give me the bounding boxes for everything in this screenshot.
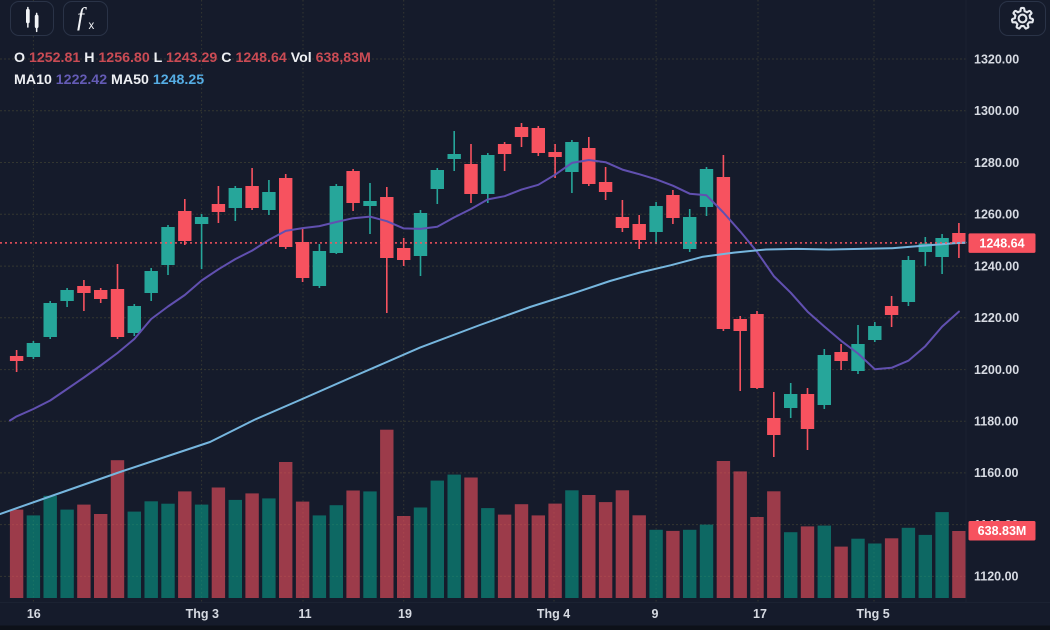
svg-text:1220.00: 1220.00 (974, 311, 1019, 325)
svg-text:11: 11 (298, 607, 311, 621)
svg-text:Thg 5: Thg 5 (856, 607, 889, 621)
svg-text:1248.64: 1248.64 (979, 236, 1024, 250)
svg-text:1320.00: 1320.00 (974, 52, 1019, 66)
svg-text:1120.00: 1120.00 (974, 570, 1019, 584)
svg-text:x: x (89, 20, 95, 32)
svg-text:638.83M: 638.83M (978, 524, 1027, 538)
svg-text:17: 17 (753, 607, 767, 621)
svg-text:9: 9 (652, 607, 659, 621)
svg-text:1260.00: 1260.00 (974, 208, 1019, 222)
svg-text:Thg 3: Thg 3 (186, 607, 219, 621)
svg-text:1280.00: 1280.00 (974, 156, 1019, 170)
svg-text:16: 16 (27, 607, 41, 621)
svg-text:Thg 4: Thg 4 (537, 607, 570, 621)
svg-text:1240.00: 1240.00 (974, 259, 1019, 273)
svg-text:1180.00: 1180.00 (974, 415, 1019, 429)
svg-text:19: 19 (398, 607, 412, 621)
svg-text:1160.00: 1160.00 (974, 466, 1019, 480)
svg-text:1300.00: 1300.00 (974, 104, 1019, 118)
svg-text:1200.00: 1200.00 (974, 363, 1019, 377)
svg-text:f: f (77, 4, 87, 31)
